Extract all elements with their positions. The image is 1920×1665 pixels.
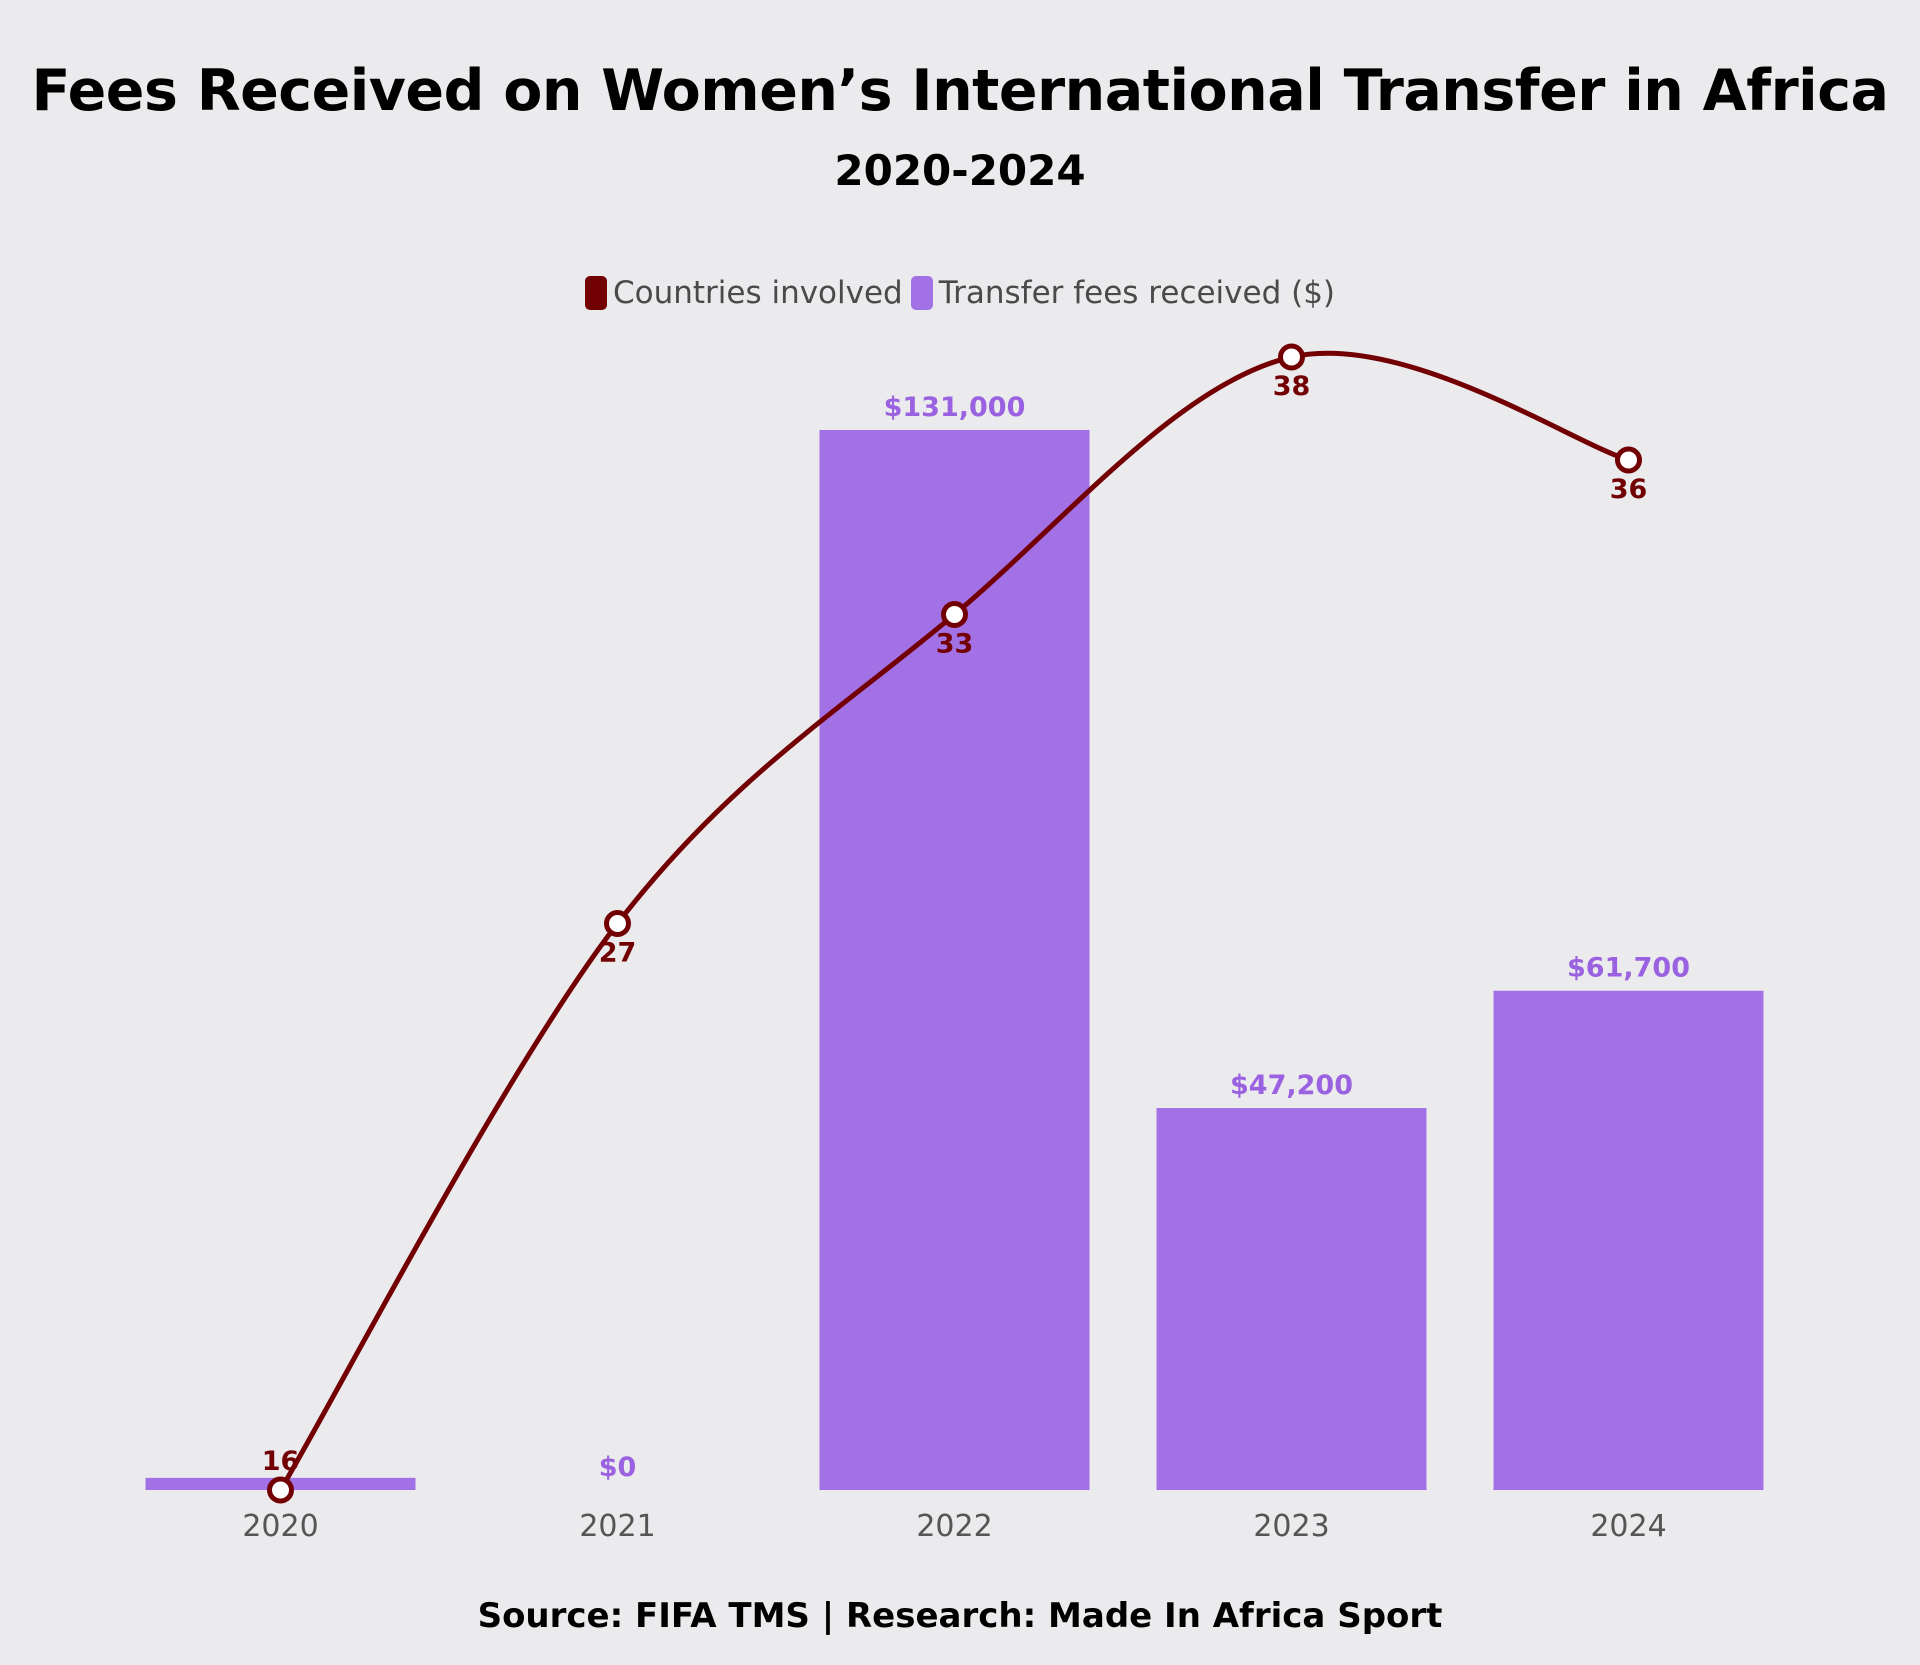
point-label-2020: 16 [262, 1446, 300, 1477]
chart-title: Fees Received on Women’s International T… [31, 58, 1889, 124]
x-tick-label-2020: 2020 [242, 1509, 318, 1544]
point-label-2023: 38 [1273, 371, 1311, 402]
legend-swatch-fees [910, 276, 933, 310]
chart-subtitle: 2020-2024 [834, 146, 1086, 195]
legend: Countries involved Transfer fees receive… [0, 275, 1920, 311]
bar-label-2023: $47,200 [1230, 1070, 1353, 1101]
x-tick-label-2022: 2022 [916, 1509, 992, 1544]
source-note: Source: FIFA TMS | Research: Made In Afr… [477, 1596, 1443, 1636]
legend-item-countries: Countries involved [584, 275, 903, 311]
x-tick-label-2023: 2023 [1253, 1509, 1329, 1544]
line-countries-involved [278, 350, 1630, 1492]
point-label-2021: 27 [599, 938, 637, 969]
point-2021 [604, 910, 631, 937]
bar-label-2022: $131,000 [884, 392, 1026, 423]
legend-label-fees: Transfer fees received ($) [938, 275, 1336, 311]
bar-label-2021: $0 [599, 1452, 637, 1483]
bar-2023 [1156, 1108, 1427, 1490]
x-tick-label-2021: 2021 [579, 1509, 655, 1544]
point-label-2022: 33 [936, 629, 974, 660]
bar-2024 [1493, 990, 1764, 1490]
point-2024 [1615, 446, 1642, 474]
point-2020 [267, 1476, 294, 1504]
legend-item-fees: Transfer fees received ($) [910, 275, 1336, 311]
legend-swatch-countries [584, 276, 607, 310]
point-2023 [1278, 343, 1305, 371]
point-2022 [941, 601, 968, 628]
legend-label-countries: Countries involved [612, 275, 903, 311]
point-label-2024: 36 [1610, 474, 1648, 505]
bar-label-2024: $61,700 [1567, 953, 1690, 984]
x-tick-label-2024: 2024 [1590, 1509, 1666, 1544]
bar-2022 [819, 430, 1090, 1490]
